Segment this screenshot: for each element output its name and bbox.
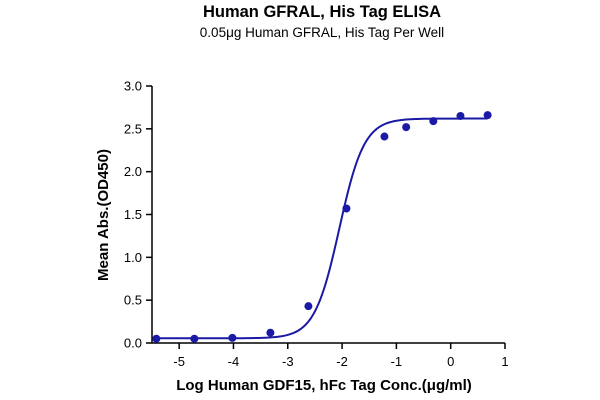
y-ticks: 0.0 0.5 1.0 1.5 2.0 2.5 3.0 [124, 79, 152, 351]
x-tick-label: -2 [336, 354, 348, 369]
x-tick-label: -1 [391, 354, 403, 369]
fit-curve [156, 117, 488, 340]
x-tick-label: -3 [282, 354, 294, 369]
x-tick-label: -4 [228, 354, 240, 369]
y-tick-label: 3.0 [124, 79, 142, 94]
data-point [152, 334, 161, 343]
data-point [304, 302, 313, 311]
data-point [429, 117, 438, 126]
x-axis-label: Log Human GDF15, hFc Tag Conc.(μg/ml) [176, 377, 472, 394]
data-point [266, 328, 275, 337]
data-points [152, 111, 492, 343]
y-tick-label: 0.5 [124, 293, 142, 308]
y-tick-label: 0.0 [124, 336, 142, 351]
x-tick-label: -5 [173, 354, 185, 369]
data-point [456, 111, 465, 120]
x-ticks: -5 -4 -3 -2 -1 0 1 [173, 343, 509, 369]
data-point [228, 333, 237, 342]
data-point [342, 204, 351, 213]
chart-subtitle: 0.05μg Human GFRAL, His Tag Per Well [200, 25, 444, 40]
x-tick-label: 0 [447, 354, 454, 369]
x-tick-label: 1 [501, 354, 508, 369]
y-tick-label: 1.5 [124, 207, 142, 222]
data-point [402, 123, 411, 132]
y-tick-label: 1.0 [124, 250, 142, 265]
y-tick-label: 2.5 [124, 121, 142, 136]
data-point [380, 132, 389, 141]
y-tick-label: 2.0 [124, 164, 142, 179]
data-point [483, 111, 492, 120]
y-axis-label: Mean Abs.(OD450) [95, 149, 112, 281]
chart-title: Human GFRAL, His Tag ELISA [203, 3, 441, 21]
axes [151, 86, 505, 344]
data-point [190, 334, 199, 343]
